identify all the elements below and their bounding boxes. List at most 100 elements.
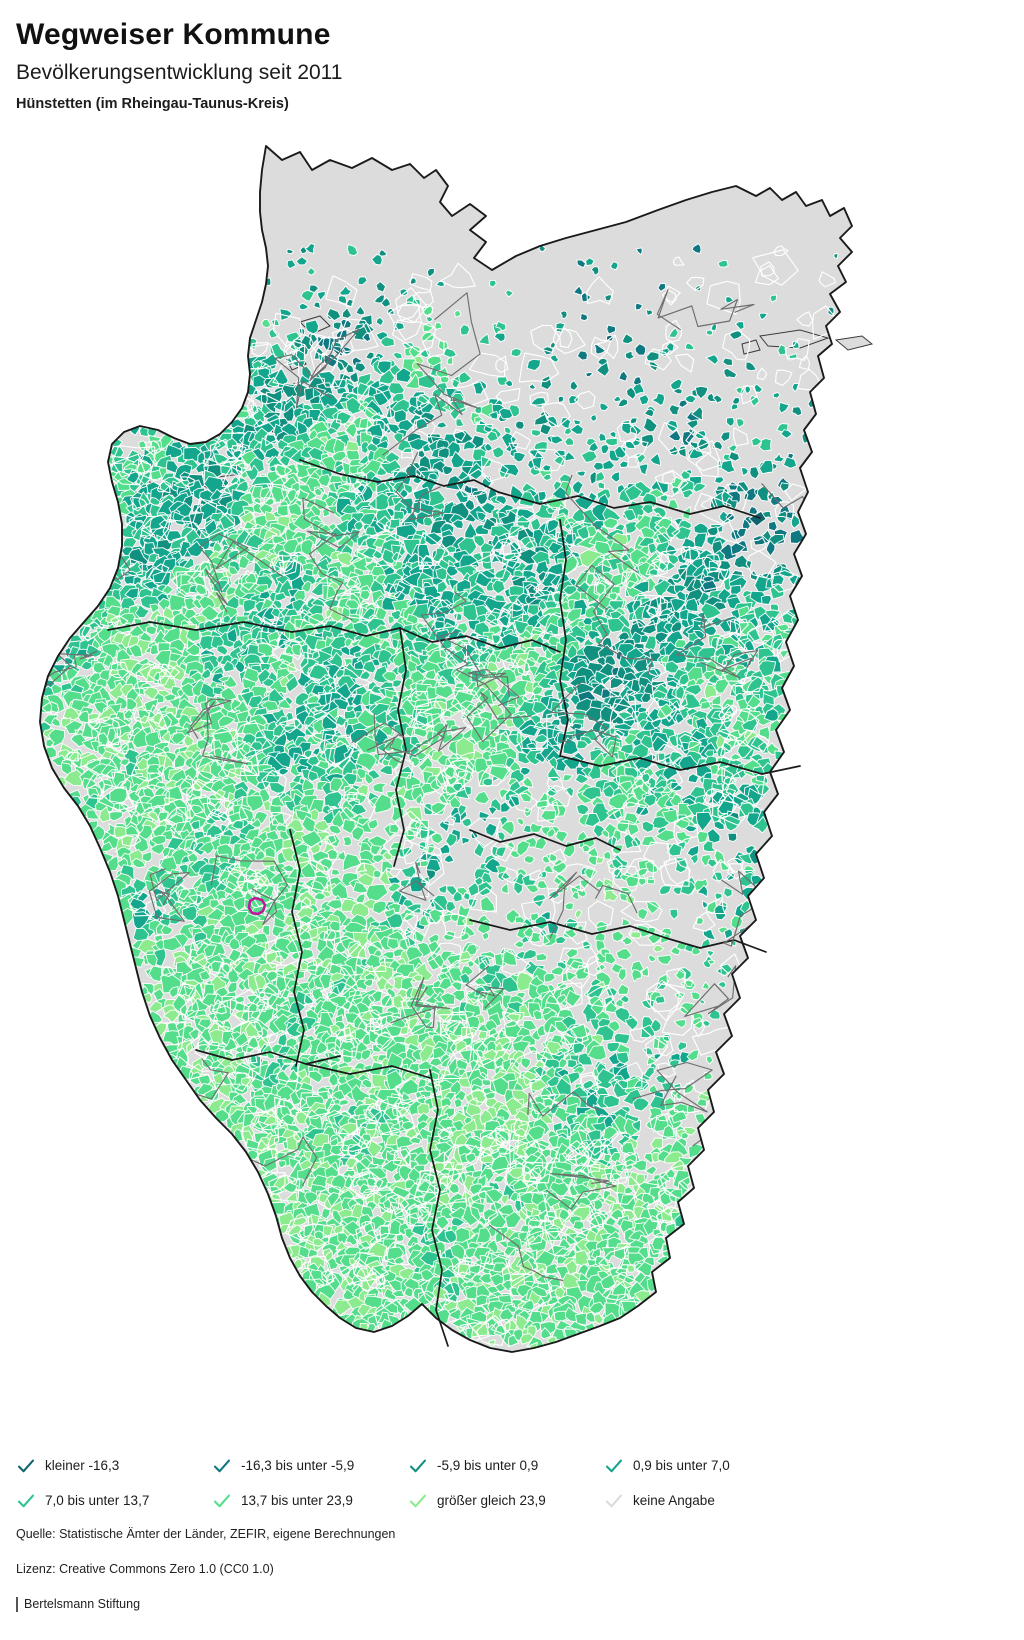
- municipality-area[interactable]: [435, 280, 446, 288]
- municipality-area[interactable]: [651, 392, 666, 406]
- municipality-area[interactable]: [564, 437, 574, 446]
- municipality-area[interactable]: [380, 336, 395, 348]
- municipality-area[interactable]: [635, 247, 643, 256]
- municipality-area[interactable]: [717, 260, 729, 268]
- municipality-area[interactable]: [554, 322, 566, 333]
- municipality-area[interactable]: [539, 423, 552, 436]
- municipality-area[interactable]: [654, 995, 666, 1004]
- municipality-area[interactable]: [528, 382, 537, 390]
- municipality-area[interactable]: [783, 456, 798, 469]
- municipality-area[interactable]: [694, 385, 708, 400]
- municipality-area[interactable]: [427, 267, 435, 278]
- municipality-area[interactable]: [720, 459, 736, 474]
- municipality-area[interactable]: [340, 318, 352, 329]
- municipality-area[interactable]: [342, 836, 352, 847]
- municipality-area[interactable]: [599, 402, 610, 412]
- municipality-area[interactable]: [580, 292, 592, 303]
- municipality-area[interactable]: [305, 319, 320, 335]
- municipality-area[interactable]: [488, 279, 497, 288]
- municipality-area[interactable]: [301, 365, 312, 381]
- municipality-area[interactable]: [699, 700, 712, 710]
- municipality-area[interactable]: [731, 397, 741, 406]
- municipality-area[interactable]: [768, 520, 778, 532]
- municipality-area[interactable]: [282, 405, 296, 422]
- municipality-area[interactable]: [458, 371, 473, 384]
- municipality-area[interactable]: [491, 446, 505, 459]
- municipality-area[interactable]: [286, 259, 297, 270]
- municipality-area[interactable]: [455, 418, 465, 427]
- municipality-area[interactable]: [477, 333, 490, 346]
- municipality-area[interactable]: [778, 401, 790, 414]
- municipality-area[interactable]: [745, 361, 757, 372]
- municipality-area[interactable]: [606, 324, 617, 335]
- municipality-area[interactable]: [723, 367, 738, 379]
- municipality-area[interactable]: [572, 285, 583, 296]
- municipality-area[interactable]: [619, 460, 629, 468]
- municipality-area[interactable]: [613, 395, 622, 403]
- municipality-area[interactable]: [484, 442, 493, 452]
- municipality-area[interactable]: [371, 254, 383, 266]
- municipality-area[interactable]: [609, 261, 619, 271]
- municipality-area[interactable]: [354, 362, 367, 373]
- municipality-area[interactable]: [276, 504, 289, 517]
- municipality-area[interactable]: [357, 276, 368, 286]
- municipality-area[interactable]: [590, 414, 598, 422]
- municipality-area[interactable]: [435, 421, 448, 429]
- municipality-area[interactable]: [590, 266, 600, 276]
- municipality-area[interactable]: [139, 426, 151, 438]
- municipality-area[interactable]: [286, 248, 295, 254]
- municipality-area[interactable]: [758, 438, 772, 452]
- municipality-area[interactable]: [727, 832, 738, 842]
- municipality-area[interactable]: [357, 382, 372, 397]
- municipality-area[interactable]: [642, 417, 658, 433]
- municipality-area[interactable]: [339, 285, 352, 296]
- municipality-area[interactable]: [609, 431, 617, 439]
- municipality-area[interactable]: [437, 447, 450, 459]
- municipality-area[interactable]: [454, 309, 462, 318]
- municipality-area[interactable]: [634, 302, 643, 311]
- municipality-area[interactable]: [488, 410, 499, 420]
- municipality-area[interactable]: [728, 451, 740, 462]
- municipality-area[interactable]: [504, 379, 513, 388]
- municipality-area[interactable]: [483, 424, 494, 433]
- municipality-area[interactable]: [602, 459, 615, 470]
- municipality-area[interactable]: [705, 354, 719, 365]
- municipality-area[interactable]: [645, 351, 660, 362]
- municipality-area[interactable]: [791, 406, 803, 417]
- municipality-area[interactable]: [261, 318, 272, 328]
- municipality-area[interactable]: [647, 876, 656, 885]
- municipality-area[interactable]: [668, 404, 681, 416]
- municipality-area[interactable]: [442, 347, 457, 359]
- municipality-area[interactable]: [338, 295, 347, 305]
- municipality-area[interactable]: [557, 395, 565, 403]
- municipality-area[interactable]: [298, 302, 310, 311]
- municipality-area[interactable]: [341, 307, 352, 319]
- municipality-area[interactable]: [564, 902, 574, 911]
- municipality-area[interactable]: [317, 290, 326, 301]
- municipality-area[interactable]: [769, 294, 778, 303]
- municipality-area[interactable]: [597, 481, 606, 490]
- municipality-area[interactable]: [634, 343, 647, 356]
- municipality-area[interactable]: [617, 398, 628, 408]
- municipality-area[interactable]: [792, 340, 800, 349]
- municipality-area[interactable]: [508, 442, 519, 452]
- municipality-area[interactable]: [279, 308, 293, 321]
- municipality-area[interactable]: [618, 370, 628, 382]
- municipality-area[interactable]: [632, 383, 645, 396]
- municipality-area[interactable]: [643, 408, 655, 418]
- municipality-area[interactable]: [585, 257, 595, 267]
- municipality-area[interactable]: [349, 371, 359, 384]
- municipality-area[interactable]: [722, 357, 734, 366]
- municipality-area[interactable]: [279, 455, 291, 468]
- municipality-area[interactable]: [559, 310, 568, 319]
- municipality-area[interactable]: [252, 374, 269, 388]
- municipality-area[interactable]: [165, 460, 179, 474]
- municipality-area[interactable]: [380, 297, 392, 308]
- municipality-area[interactable]: [378, 249, 387, 257]
- municipality-area[interactable]: [372, 869, 382, 879]
- municipality-area[interactable]: [758, 312, 768, 321]
- municipality-area[interactable]: [780, 429, 793, 439]
- municipality-area[interactable]: [355, 305, 366, 316]
- municipality-area[interactable]: [751, 436, 763, 447]
- municipality-area[interactable]: [736, 418, 745, 428]
